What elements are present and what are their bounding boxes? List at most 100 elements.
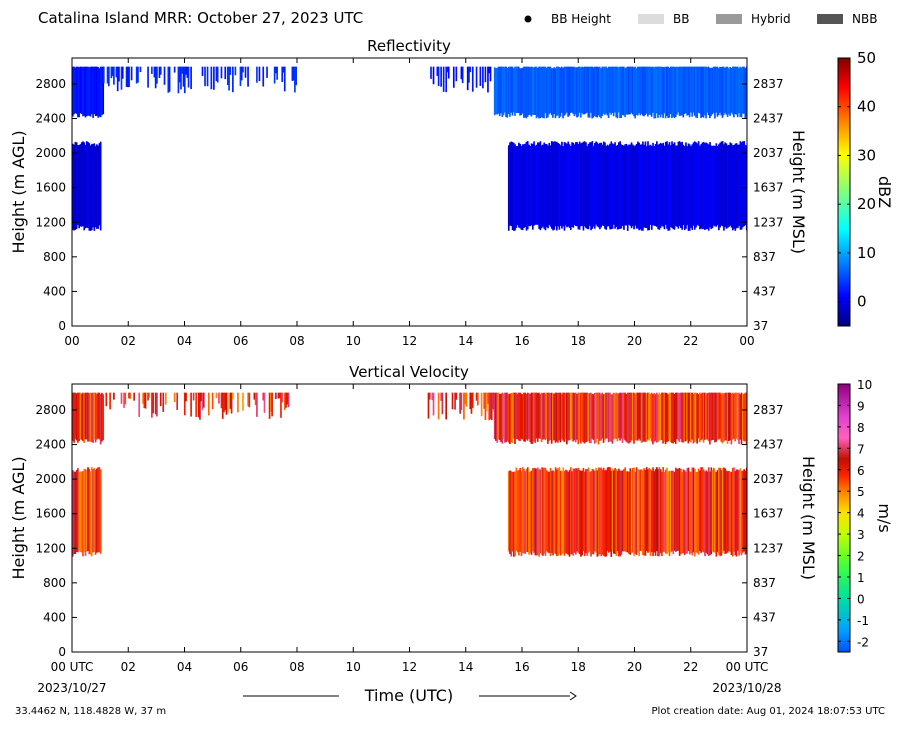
data-cell [487,392,489,404]
data-cell [280,392,282,418]
y-tick-label: 1200 [35,215,66,229]
data-cell [671,392,673,443]
y2-tick-label: 37 [753,645,768,659]
data-cell [592,394,595,440]
data-cell [543,467,546,554]
data-cell [683,470,686,556]
data-cell [644,141,647,229]
data-cell [577,66,580,117]
data-cell [226,66,229,86]
data-cell [554,141,557,227]
data-cell [650,145,653,230]
data-cell [644,470,647,556]
data-cell [678,66,681,116]
colorbar-tick-label: 0 [857,592,865,606]
data-cell [659,394,662,440]
data-cell [661,471,663,556]
data-cell [550,68,553,116]
data-cell [526,467,529,552]
data-cell [595,392,597,443]
y-tick-label: 2800 [35,403,66,417]
data-cell [560,66,563,113]
data-cell [557,66,559,116]
data-cell [509,470,511,555]
data-cell [521,67,524,114]
data-cell [740,142,743,230]
data-cell [640,66,643,114]
data-cell [558,67,561,119]
data-cell [638,142,640,231]
data-cell [704,471,706,557]
data-cell [164,392,167,405]
data-cell [541,393,544,440]
data-cell [690,471,692,554]
data-cell [558,467,561,554]
figure-title: Catalina Island MRR: October 27, 2023 UT… [38,9,363,27]
data-cell [118,66,120,82]
data-cell [87,66,89,116]
data-cell [98,467,101,553]
data-cell [576,142,578,227]
data-cell [657,394,659,442]
y-tick-label: 1200 [35,541,66,555]
data-cell [548,142,551,225]
x-tick-label: 10 [346,660,361,674]
data-cell [224,66,227,80]
data-cell [731,66,734,115]
data-cell [582,67,585,115]
data-cell [88,468,91,555]
data-cell [489,66,492,82]
y-tick-label: 800 [43,576,66,590]
data-cell [628,144,630,225]
data-cell [550,392,553,444]
data-cell [75,470,78,553]
data-cell [102,66,105,115]
data-cell [77,392,79,443]
data-cell [680,142,682,229]
data-cell [595,66,597,117]
data-cell [638,392,640,439]
data-cell [697,141,700,226]
x-tick-label: 04 [177,334,192,348]
data-cell [595,141,597,225]
data-cell [724,392,726,441]
data-cell [585,469,587,554]
data-cell [138,392,141,417]
data-cell [643,144,646,228]
data-cell [283,66,286,92]
data-cell [533,392,535,442]
data-cell [710,467,713,555]
data-cell [256,392,258,417]
data-cell [460,66,463,80]
data-cell [678,393,681,443]
data-cell [701,392,704,440]
data-cell [588,471,591,552]
y-axis-label-right: Height (m MSL) [789,130,808,254]
data-cell [605,470,608,557]
data-cell [120,66,123,90]
y2-tick-label: 1637 [753,507,784,521]
data-cell [609,66,611,113]
data-cell [85,392,88,440]
data-cell [592,145,595,227]
y2-tick-label: 37 [753,319,768,333]
data-cell [718,467,720,555]
x-tick-label: 00 UTC [726,660,769,674]
data-cell [716,392,719,440]
data-cell [638,66,640,114]
data-cell [602,141,605,226]
data-cell [549,145,552,227]
data-cell [626,66,629,115]
data-cell [685,142,687,229]
data-cell [515,392,518,440]
data-cell [625,393,628,442]
data-cell [588,392,591,443]
data-cell [602,394,605,443]
data-cell [687,467,690,552]
data-cell [547,392,549,444]
data-cell [587,66,590,118]
data-cell [130,66,133,81]
data-cell [621,66,624,115]
data-cell [538,142,540,229]
data-cell [710,392,712,441]
